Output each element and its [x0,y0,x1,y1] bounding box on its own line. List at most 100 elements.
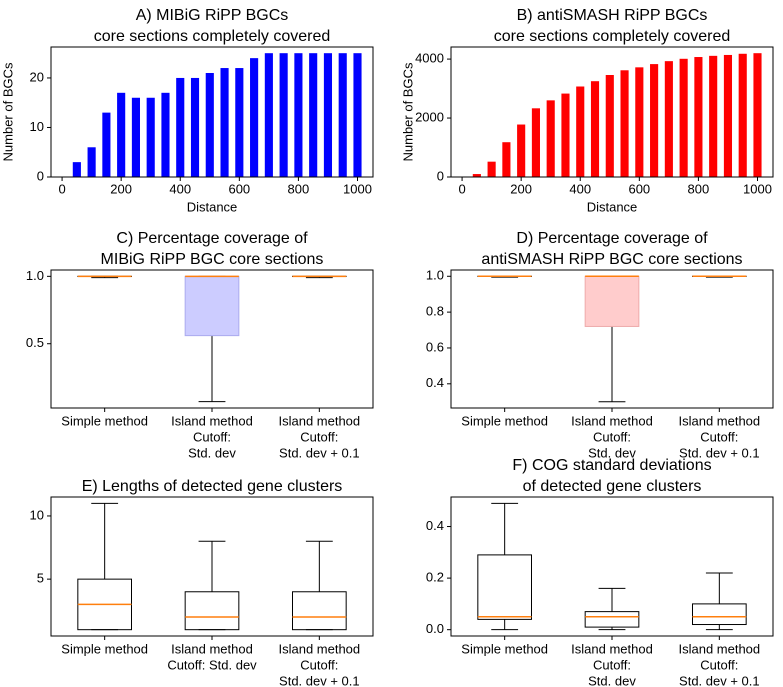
bar [590,81,600,177]
bar [161,92,170,177]
y-tick-label: 20 [30,69,44,84]
y-tick-label: 4000 [415,51,444,66]
y-axis-label: Number of BGCs [400,62,415,161]
axes-frame [50,496,374,637]
x-tick-label: Simple method [61,641,148,656]
bar [531,108,540,177]
bar [323,53,333,177]
x-tick-label: Std. dev [588,673,636,687]
chart-title: F) COG standard deviations [512,457,711,474]
x-tick-label: Island method [171,413,253,428]
chart-title: E) Lengths of detected gene clusters [82,478,343,495]
bar [190,77,200,177]
bar [235,68,244,177]
x-tick-label: Island method [678,413,760,428]
y-tick-label: 1.0 [426,268,444,283]
x-tick-label: Cutoff: [593,429,631,444]
chart-title: D) Percentage coverage of [516,230,708,247]
x-tick-label: 0 [58,181,65,196]
x-tick-label: Std. dev + 0.1 [679,445,760,460]
y-tick-label: 0.0 [426,621,444,636]
chart-title: A) MIBiG RiPP BGCs [136,7,289,24]
y-tick-label: 0.6 [426,339,444,354]
x-tick-label: Island method [278,413,360,428]
box [584,275,640,327]
y-tick-label: 2000 [415,109,444,124]
y-tick-label: 10 [30,507,44,522]
y-tick-label: 0 [37,168,44,183]
bar [176,77,185,177]
bar [620,70,629,177]
chart-title: of detected gene clusters [523,478,702,495]
chart-title: MIBiG RiPP BGC core sections [101,251,324,268]
x-tick-label: 400 [169,181,191,196]
y-tick-label: 0.4 [426,375,444,390]
x-tick-label: Island method [171,641,253,656]
box [584,611,640,628]
axes-frame [50,269,374,409]
y-tick-label: 0.2 [426,570,444,585]
bar [220,68,229,177]
bar [146,97,155,177]
x-tick-label: 800 [288,181,310,196]
bar [561,93,570,177]
bar [309,53,318,177]
x-tick-label: Island method [278,641,360,656]
bar [205,73,214,177]
axes-frame [450,46,774,178]
bar [635,67,644,177]
x-tick-label: Cutoff: [593,657,631,672]
x-tick-label: Island method [571,641,653,656]
chart-title: core sections completely covered [94,28,331,45]
bar [264,53,273,177]
bar [131,97,140,177]
bar [709,55,718,177]
x-tick-label: Std. dev + 0.1 [279,445,360,460]
y-tick-label: 1.0 [26,268,44,283]
x-tick-label: Cutoff: Std. dev [167,657,257,672]
x-tick-label: 400 [569,181,591,196]
bar [72,162,81,177]
bar [753,53,762,177]
x-tick-label: Std. dev [588,445,636,460]
y-tick-label: 0 [437,168,444,183]
bar [102,112,111,177]
x-tick-label: Std. dev [188,445,236,460]
box [292,591,347,631]
chart-title: B) antiSMASH RiPP BGCs [517,7,708,24]
bar [650,64,659,177]
box [184,591,240,631]
x-tick-label: 200 [110,181,132,196]
box [477,554,533,620]
bar [487,161,496,177]
bar [723,54,733,177]
chart-title: antiSMASH RiPP BGC core sections [481,251,742,268]
bar [694,57,703,177]
x-tick-label: Simple method [461,641,548,656]
x-axis-label: Distance [187,199,238,214]
chart-title: core sections completely covered [494,28,731,45]
x-tick-label: Island method [571,413,653,428]
x-tick-label: Simple method [461,413,548,428]
x-tick-label: Island method [678,641,760,656]
bar [338,53,347,177]
y-tick-label: 10 [30,119,44,134]
x-tick-label: Simple method [61,413,148,428]
bar [546,100,555,177]
bar [353,53,362,177]
axes-frame [450,269,774,409]
x-tick-label: Std. dev + 0.1 [679,673,760,687]
x-tick-label: 1000 [343,181,372,196]
y-axis-label: Number of BGCs [0,62,15,161]
x-tick-label: Cutoff: [700,657,738,672]
bar [679,58,688,177]
bar [294,53,303,177]
bar [605,75,614,177]
x-axis-label: Distance [587,199,638,214]
x-tick-label: 600 [628,181,650,196]
x-tick-label: Cutoff: [700,429,738,444]
x-tick-label: 1000 [743,181,772,196]
bar [576,86,585,177]
bar [117,92,126,177]
